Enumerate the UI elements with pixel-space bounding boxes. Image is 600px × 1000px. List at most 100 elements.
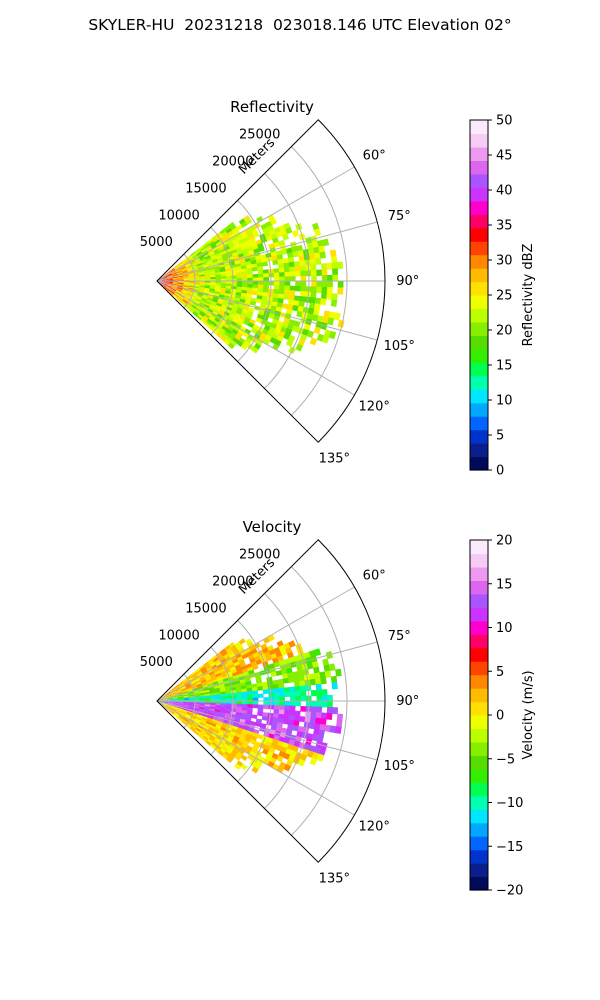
panel-title: Reflectivity — [230, 98, 314, 116]
echo-cell — [205, 312, 212, 318]
echo-cell — [177, 261, 184, 266]
echo-cell — [268, 288, 275, 294]
echo-cell — [273, 268, 280, 274]
echo-cell — [278, 293, 285, 300]
echo-cell — [195, 669, 202, 675]
echo-cell — [161, 282, 168, 286]
echo-cell — [197, 733, 204, 739]
echo-cell — [171, 693, 178, 697]
echo-cell — [273, 285, 280, 290]
echo-cell — [242, 697, 248, 702]
echo-cell — [283, 658, 291, 665]
echo-cell — [230, 308, 238, 314]
echo-cell — [201, 248, 207, 253]
echo-cell — [183, 297, 189, 303]
echo-cell — [196, 671, 203, 676]
echo-cell — [180, 266, 187, 271]
echo-cell — [267, 712, 274, 718]
echo-cell — [204, 722, 211, 727]
echo-cell — [240, 292, 247, 298]
echo-cell — [231, 305, 239, 311]
echo-cell — [208, 726, 215, 732]
echo-cell — [167, 699, 174, 701]
echo-cell — [313, 666, 320, 674]
echo-cell — [186, 711, 193, 716]
echo-cell — [250, 735, 258, 742]
echo-cell — [209, 694, 216, 698]
echo-cell — [212, 328, 219, 335]
echo-cell — [220, 693, 227, 697]
echo-cell — [303, 323, 311, 331]
echo-cell — [246, 710, 253, 715]
echo-cell — [241, 694, 248, 699]
echo-cell — [275, 744, 283, 752]
echo-cell — [208, 250, 215, 256]
colorbar-tick-label: −10 — [496, 796, 523, 811]
echo-cell — [326, 286, 333, 294]
echo-cell — [176, 270, 183, 274]
colorbar-tick-label: 45 — [496, 149, 513, 164]
echo-cell — [223, 743, 230, 750]
echo-cell — [241, 271, 248, 276]
echo-cell — [235, 667, 243, 673]
echo-cell — [294, 710, 301, 717]
echo-cell — [188, 706, 194, 709]
echo-cell — [187, 287, 194, 291]
echo-cell — [306, 750, 315, 759]
echo-cell — [225, 693, 232, 697]
echo-cell — [285, 308, 293, 316]
echo-cell — [181, 710, 187, 715]
echo-cell — [190, 251, 197, 257]
echo-cell — [220, 306, 227, 312]
echo-cell — [226, 336, 233, 344]
echo-cell — [181, 267, 187, 272]
echo-cell — [162, 701, 168, 703]
echo-cell — [247, 343, 255, 351]
echo-cell — [161, 694, 167, 699]
echo-cell — [208, 306, 215, 312]
echo-cell — [161, 276, 168, 280]
echo-cell — [278, 659, 286, 667]
echo-cell — [263, 273, 269, 278]
echo-cell — [171, 273, 178, 277]
colorbar-swatch — [470, 593, 488, 608]
echo-cell — [180, 685, 187, 690]
echo-cell — [215, 744, 222, 751]
echo-cell — [193, 256, 200, 262]
echo-cell — [188, 273, 194, 276]
echo-cell — [273, 688, 280, 694]
echo-cell — [221, 325, 228, 332]
echo-cell — [220, 285, 227, 289]
echo-cell — [236, 760, 244, 767]
echo-cell — [257, 711, 264, 717]
azimuth-tick-label: 135° — [319, 451, 350, 466]
echo-cell — [204, 313, 211, 319]
echo-cell — [299, 291, 306, 298]
echo-cell — [320, 718, 327, 726]
echo-cell — [246, 687, 253, 692]
echo-cell — [228, 334, 235, 341]
echo-cell — [252, 697, 259, 702]
echo-cell — [236, 331, 243, 338]
echo-cell — [244, 227, 252, 234]
echo-cell — [208, 712, 215, 716]
echo-cell — [229, 323, 236, 330]
echo-cell — [293, 320, 301, 328]
echo-cell — [241, 703, 248, 708]
echo-cell — [255, 317, 263, 324]
echo-cell — [229, 652, 236, 659]
echo-cell — [226, 238, 233, 244]
echo-cell — [236, 340, 244, 347]
echo-cell — [247, 701, 254, 705]
echo-cell — [279, 285, 285, 291]
echo-cell — [169, 268, 175, 273]
echo-cell — [233, 241, 241, 247]
echo-cell — [172, 277, 179, 279]
echo-cell — [255, 298, 263, 304]
echo-cell — [194, 719, 201, 724]
echo-cell — [177, 717, 183, 722]
echo-cell — [287, 256, 295, 263]
echo-cell — [237, 724, 245, 730]
echo-cell — [258, 755, 266, 763]
